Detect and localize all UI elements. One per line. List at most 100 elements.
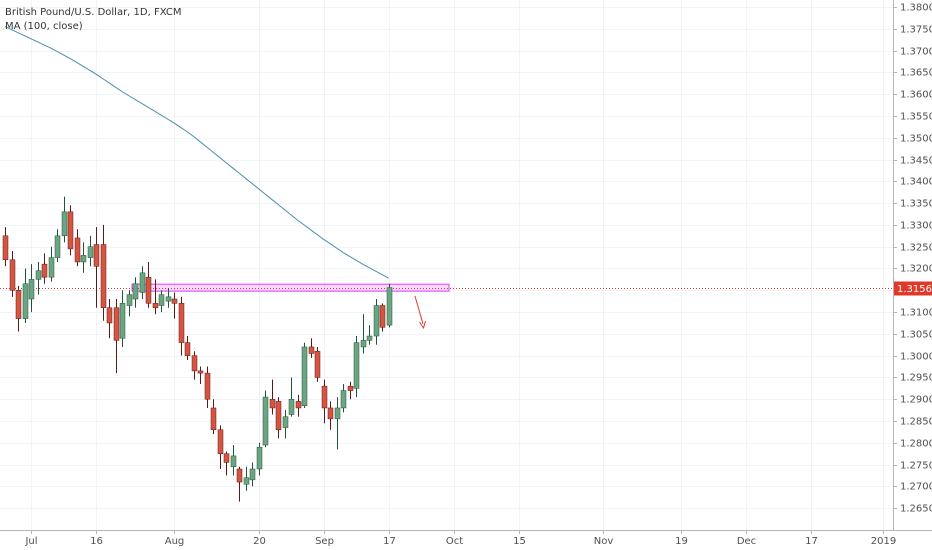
candle-body xyxy=(386,287,393,326)
y-tick-label: 1.28500 xyxy=(900,417,932,428)
y-tick-label: 1.27500 xyxy=(900,461,932,472)
y-tick-label: 1.33500 xyxy=(900,199,932,210)
x-tick-label: 16 xyxy=(90,536,103,547)
zone xyxy=(131,283,450,292)
candle-body xyxy=(340,390,347,409)
indicator-legend: MA (100, close) xyxy=(5,21,83,32)
y-tick-label: 1.34500 xyxy=(900,156,932,167)
candle-body xyxy=(35,270,42,280)
candle-body xyxy=(113,307,120,341)
x-tick-label: 20 xyxy=(253,536,266,547)
candle-body xyxy=(217,429,224,454)
candle-body xyxy=(243,477,250,485)
x-tick-label: Aug xyxy=(165,536,185,547)
y-tick-label: 1.38000 xyxy=(900,3,932,14)
candle-body xyxy=(204,372,211,400)
x-tick-label: Oct xyxy=(446,536,463,547)
y-tick-label: 1.37500 xyxy=(900,25,932,36)
candle-body xyxy=(191,355,198,372)
candle-body xyxy=(360,340,367,348)
candle-body xyxy=(256,446,263,470)
candle-body xyxy=(100,244,107,308)
x-tick-label: Jul xyxy=(24,536,37,547)
candle-body xyxy=(295,401,302,409)
candle-body xyxy=(22,283,29,319)
y-tick-label: 1.35500 xyxy=(900,112,932,123)
y-tick-label: 1.36000 xyxy=(900,90,932,101)
candle-body xyxy=(373,305,380,337)
candle-body xyxy=(269,398,276,409)
candle-body xyxy=(321,385,328,409)
y-tick-label: 1.29000 xyxy=(900,395,932,406)
candle-body xyxy=(379,305,386,328)
x-tick-label: Sep xyxy=(315,536,334,547)
candle-body xyxy=(288,398,295,415)
x-tick-label: 17 xyxy=(383,536,396,547)
candle-body xyxy=(119,303,126,339)
candle-body xyxy=(28,279,35,300)
candle-body xyxy=(9,259,16,291)
candle-body xyxy=(48,257,55,278)
x-tick-label: Dec xyxy=(737,536,756,547)
candle-body xyxy=(145,276,152,304)
arrow-head xyxy=(419,320,426,330)
candle-body xyxy=(15,290,22,319)
y-tick-label: 1.37000 xyxy=(900,47,932,58)
arrow xyxy=(414,295,426,330)
y-tick-label: 1.32500 xyxy=(900,243,932,254)
candle-body xyxy=(152,303,159,308)
x-tick-label: 15 xyxy=(513,536,526,547)
candle-body xyxy=(197,370,204,374)
candle-body xyxy=(132,283,139,300)
candle-body xyxy=(301,346,308,407)
candle-body xyxy=(275,401,282,431)
chart-title: British Pound/U.S. Dollar, 1D, FXCM xyxy=(5,7,181,18)
last-price-box xyxy=(893,281,932,296)
candle-body xyxy=(249,468,256,481)
candle-body xyxy=(327,407,334,420)
candle-body xyxy=(366,335,373,341)
y-tick-label: 1.31000 xyxy=(900,308,932,319)
y-tick-label: 1.27000 xyxy=(900,482,932,493)
candle-body xyxy=(158,294,165,306)
y-tick-label: 1.33000 xyxy=(900,221,932,232)
candle-body xyxy=(353,342,360,389)
candle-body xyxy=(87,246,94,258)
last-price-label: 1.31561 xyxy=(897,284,932,295)
candle-body xyxy=(282,416,289,428)
candle-body xyxy=(223,453,230,463)
candle-body xyxy=(184,342,191,356)
candle-body xyxy=(61,211,68,237)
candle-body xyxy=(178,303,185,343)
x-tick-label: Nov xyxy=(594,536,614,547)
y-tick-label: 1.32000 xyxy=(900,264,932,275)
y-tick-label: 1.35000 xyxy=(900,134,932,145)
y-tick-label: 1.34000 xyxy=(900,177,932,188)
candle-body xyxy=(67,211,74,250)
ma-line xyxy=(4,26,389,279)
candle-body xyxy=(230,455,237,468)
candle-body xyxy=(106,307,113,324)
y-tick-label: 1.28000 xyxy=(900,439,932,450)
y-tick-label: 1.30500 xyxy=(900,330,932,341)
candle-body xyxy=(236,468,243,483)
candle-body xyxy=(314,351,321,378)
y-tick-label: 1.36500 xyxy=(900,68,932,79)
x-tick-label: 17 xyxy=(805,536,818,547)
candle-body xyxy=(54,235,61,258)
candle-body xyxy=(334,407,341,420)
candle-body xyxy=(80,255,87,263)
x-tick-label: 19 xyxy=(675,536,688,547)
y-tick-label: 1.29500 xyxy=(900,373,932,384)
candle-body xyxy=(308,346,315,354)
candle-body xyxy=(171,298,178,304)
candle-body xyxy=(262,396,269,446)
candle-body xyxy=(126,294,133,306)
price-axis-bg xyxy=(893,0,932,530)
candle-body xyxy=(347,385,354,391)
y-tick-label: 1.26500 xyxy=(900,504,932,515)
candle-body xyxy=(210,407,217,431)
y-tick-label: 1.30000 xyxy=(900,352,932,363)
